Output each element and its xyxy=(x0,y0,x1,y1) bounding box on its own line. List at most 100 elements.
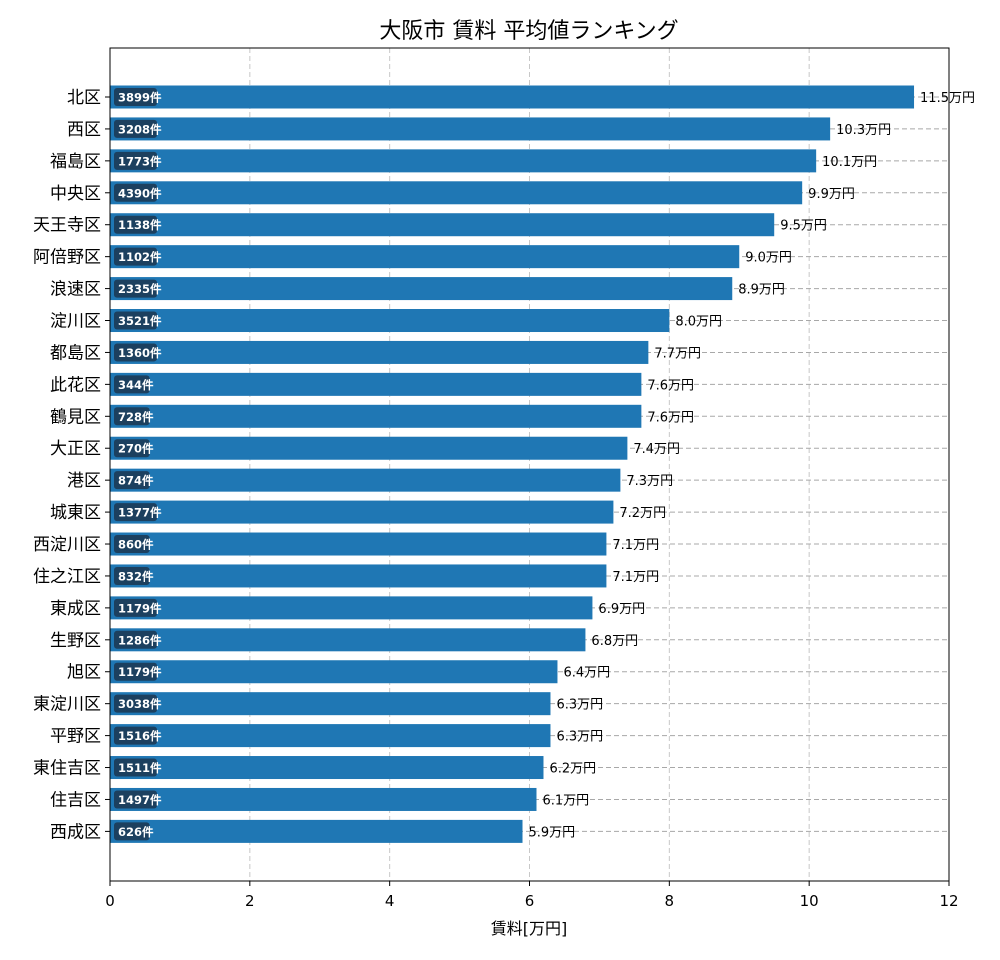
bar xyxy=(110,819,523,843)
count-badge xyxy=(114,630,157,649)
bar-value-label: 7.6万円 xyxy=(647,410,694,425)
y-axis-labels: 北区西区福島区中央区天王寺区阿倍野区浪速区淀川区都島区此花区鶴見区大正区港区城東… xyxy=(33,88,110,842)
bar-value-label: 8.9万円 xyxy=(738,283,785,298)
bar xyxy=(110,85,915,109)
category-label: 東住吉区 xyxy=(33,759,101,779)
bar xyxy=(110,404,642,428)
count-badge-label: 3521件 xyxy=(118,314,162,328)
count-badge-label: 1377件 xyxy=(118,506,162,520)
category-label: 西区 xyxy=(67,120,101,140)
count-badge-label: 626件 xyxy=(118,825,154,839)
bar-value-label: 10.1万円 xyxy=(822,155,877,170)
count-badge xyxy=(114,215,157,234)
count-badge xyxy=(114,439,150,458)
count-badge-label: 1286件 xyxy=(118,633,162,647)
bar xyxy=(110,532,607,556)
count-badge-label: 860件 xyxy=(118,538,154,552)
count-badge-label: 1179件 xyxy=(118,665,162,679)
bar xyxy=(110,436,628,460)
count-badge xyxy=(114,535,150,554)
bar xyxy=(110,213,775,237)
bar xyxy=(110,309,670,333)
bar-value-label: 7.7万円 xyxy=(654,346,701,361)
bar-value-label: 7.3万円 xyxy=(626,474,673,489)
bar-value-label: 7.4万円 xyxy=(633,442,680,457)
count-badge xyxy=(114,694,157,713)
x-axis-ticks: 0 2 4 6 8 10 12 xyxy=(105,881,959,910)
bar-value-label: 7.2万円 xyxy=(619,506,666,521)
category-label: 天王寺区 xyxy=(33,216,101,236)
count-badge xyxy=(114,311,157,330)
count-badge xyxy=(114,662,157,681)
x-axis-label: 賃料[万円] xyxy=(491,919,568,938)
bar xyxy=(110,181,803,205)
count-badge xyxy=(114,598,157,617)
count-badge-label: 1773件 xyxy=(118,154,162,168)
category-label: 鶴見区 xyxy=(50,407,101,427)
bar-value-label: 6.3万円 xyxy=(556,730,603,745)
bar-value-label: 6.1万円 xyxy=(542,793,589,808)
category-label: 大正区 xyxy=(50,439,101,459)
category-label: 都島区 xyxy=(50,343,101,363)
bar-value-label: 6.4万円 xyxy=(563,666,610,681)
x-tick-label: 6 xyxy=(525,892,535,910)
bar-value-label: 9.9万円 xyxy=(808,187,855,202)
bar xyxy=(110,787,537,811)
count-badge xyxy=(114,566,150,585)
x-tick-label: 4 xyxy=(385,892,395,910)
count-badge-label: 1360件 xyxy=(118,346,162,360)
category-label: 淀川区 xyxy=(50,312,101,332)
count-badge-label: 3038件 xyxy=(118,697,162,711)
count-badge xyxy=(114,726,157,745)
category-label: 住之江区 xyxy=(33,567,101,587)
category-label: 北区 xyxy=(67,88,101,108)
category-label: 中央区 xyxy=(50,184,101,204)
category-label: 福島区 xyxy=(50,152,101,172)
bar xyxy=(110,372,642,396)
count-badge-label: 728件 xyxy=(118,410,154,424)
bar-value-label: 11.5万円 xyxy=(920,91,975,106)
bar xyxy=(110,756,544,780)
bar-value-label: 7.1万円 xyxy=(612,538,659,553)
bar xyxy=(110,596,593,620)
count-badge xyxy=(114,88,157,106)
count-badge xyxy=(114,790,157,809)
bar-value-label: 7.6万円 xyxy=(647,378,694,393)
count-badge-label: 270件 xyxy=(118,442,154,456)
count-badge-label: 1516件 xyxy=(118,729,162,743)
count-badge xyxy=(114,343,157,362)
count-badge xyxy=(114,822,150,841)
category-label: 浪速区 xyxy=(50,280,101,300)
category-label: 此花区 xyxy=(50,375,101,395)
bar-value-label: 8.0万円 xyxy=(675,315,722,330)
count-badge-label: 3899件 xyxy=(118,91,162,105)
category-label: 旭区 xyxy=(67,663,101,683)
bar xyxy=(110,692,551,716)
bar-value-label: 6.8万円 xyxy=(591,634,638,649)
chart-title: 大阪市 賃料 平均値ランキング xyxy=(379,19,678,44)
category-label: 城東区 xyxy=(50,503,101,523)
category-label: 住吉区 xyxy=(50,790,101,810)
category-label: 生野区 xyxy=(50,631,101,651)
count-badge-label: 4390件 xyxy=(118,186,162,200)
bar xyxy=(110,245,740,269)
bar xyxy=(110,340,649,364)
category-label: 西成区 xyxy=(50,822,101,842)
count-badge xyxy=(114,151,157,170)
bar xyxy=(110,500,614,524)
x-tick-label: 10 xyxy=(800,892,819,910)
count-badge xyxy=(114,375,150,394)
category-label: 港区 xyxy=(67,471,101,491)
count-badge xyxy=(114,503,157,522)
bar xyxy=(110,628,586,652)
count-badge xyxy=(114,758,157,777)
count-badge xyxy=(114,119,157,138)
category-label: 西淀川区 xyxy=(33,535,101,555)
count-badge-label: 344件 xyxy=(118,378,154,392)
bar-value-label: 7.1万円 xyxy=(612,570,659,585)
count-badge xyxy=(114,247,157,266)
x-tick-label: 2 xyxy=(245,892,255,910)
bar xyxy=(110,149,817,173)
